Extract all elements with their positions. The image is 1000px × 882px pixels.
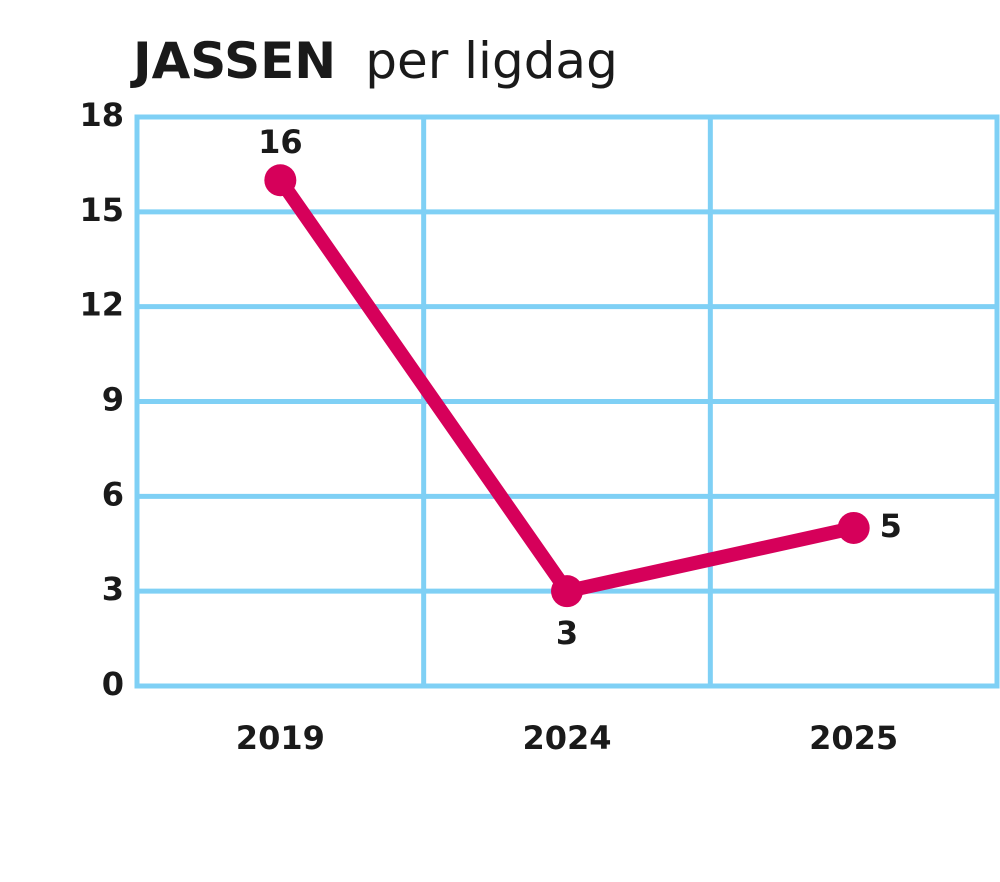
y-tick-label: 6 <box>102 475 124 513</box>
x-tick-label: 2025 <box>809 719 898 757</box>
y-tick-label: 18 <box>79 96 124 134</box>
title-rest: per ligdag <box>365 32 618 90</box>
chart-title: JASSEN per ligdag <box>130 32 618 90</box>
x-tick-label: 2019 <box>236 719 325 757</box>
line <box>274 176 856 599</box>
y-tick-label: 9 <box>102 381 124 419</box>
y-tick-label: 0 <box>102 665 124 703</box>
point <box>837 511 870 544</box>
data-label: 5 <box>880 507 902 545</box>
y-tick-label: 3 <box>102 570 124 608</box>
data-label: 3 <box>556 614 578 652</box>
y-tick-label: 12 <box>79 286 124 324</box>
title-bold: JASSEN <box>130 32 336 90</box>
x-tick-label: 2024 <box>522 719 611 757</box>
y-tick-label: 15 <box>79 191 124 229</box>
point <box>264 164 297 197</box>
data-label: 16 <box>258 123 303 161</box>
point <box>551 575 583 608</box>
